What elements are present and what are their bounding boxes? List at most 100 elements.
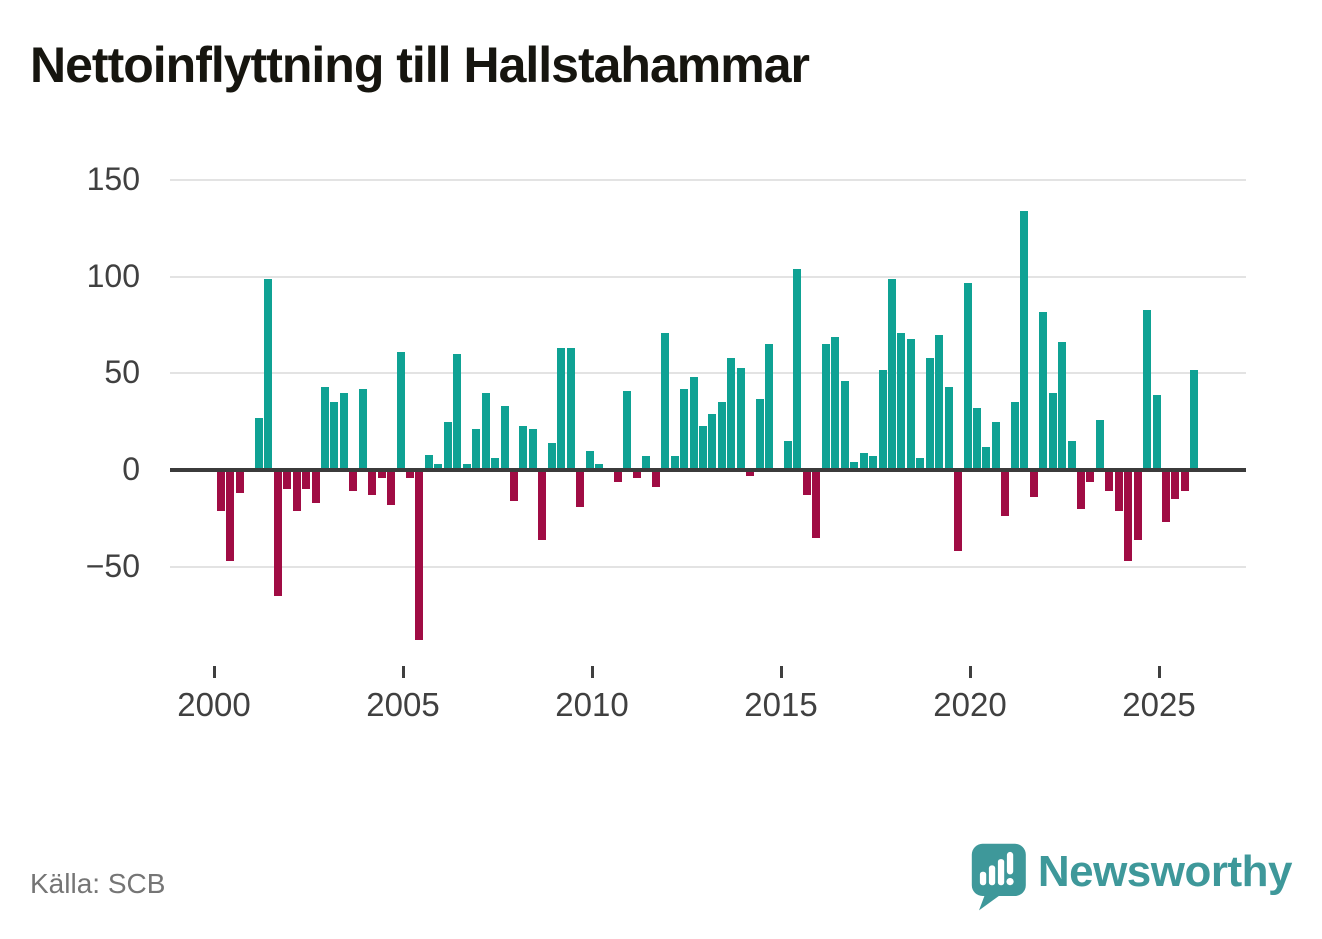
bar-2012Q3: [689, 377, 698, 470]
bar-2002Q1: [292, 470, 301, 511]
plot-area: 150 100 50 0 −50 2000 2005 2010 2015 2020 2025: [85, 161, 1246, 723]
bar-2009Q3: [576, 470, 585, 507]
bar-2011Q2: [642, 456, 651, 470]
bar-2011Q4: [661, 332, 670, 470]
gridline-100: [170, 275, 1246, 278]
y-axis-label-150: 150: [86, 161, 140, 198]
bar-2023Q4: [1114, 470, 1123, 511]
gridline-150: [170, 179, 1246, 182]
bar-2017Q1: [859, 452, 868, 470]
bar-2009Q1: [557, 348, 566, 470]
bar-2021Q4: [1039, 311, 1048, 470]
bar-2013Q4: [736, 367, 745, 470]
bar-2001Q3: [273, 470, 282, 596]
bar-2018Q3: [916, 458, 925, 470]
bar-2007Q1: [481, 392, 490, 470]
x-axis-label-2020: 2020: [933, 686, 1007, 723]
bar-2016Q4: [850, 462, 859, 470]
bar-2005Q1: [406, 470, 414, 478]
bar-2024Q4: [1152, 394, 1161, 470]
logo-bar-3: [997, 859, 1005, 886]
bar-2012Q2: [680, 388, 689, 470]
bar-2001Q2: [264, 278, 273, 470]
x-tick-mark-2010: [590, 666, 594, 678]
bar-2006Q2: [453, 354, 462, 470]
bar-2001Q4: [283, 470, 292, 490]
bar-2015Q3: [802, 470, 811, 496]
bar-2023Q3: [1105, 470, 1114, 492]
bar-2005Q4: [434, 464, 443, 470]
bar-2019Q1: [935, 334, 944, 470]
bar-2021Q3: [1029, 470, 1038, 498]
logo-bar-1: [979, 871, 987, 886]
bar-2006Q1: [443, 421, 452, 470]
bar-2017Q2: [869, 456, 878, 470]
bar-2000Q1: [217, 470, 225, 511]
bar-2022Q2: [1058, 342, 1067, 470]
bar-2025Q1: [1162, 470, 1170, 523]
bar-2005Q2: [415, 470, 424, 641]
bar-2014Q1: [746, 470, 755, 476]
bar-2022Q4: [1076, 470, 1085, 509]
bar-2011Q3: [651, 470, 660, 488]
x-axis-label-2000: 2000: [177, 686, 251, 723]
bar-2008Q4: [547, 442, 556, 470]
bar-2020Q3: [991, 421, 1000, 470]
bar-2008Q2: [528, 429, 537, 470]
bar-2025Q4: [1190, 369, 1199, 470]
bar-2006Q4: [472, 429, 481, 470]
x-tick-mark-2025: [1157, 666, 1161, 678]
bar-2009Q4: [585, 450, 594, 470]
bar-2019Q3: [954, 470, 963, 552]
bar-2016Q1: [821, 344, 830, 470]
bar-2009Q2: [566, 348, 575, 470]
bar-2002Q2: [302, 470, 311, 490]
x-tick-mark-2000: [212, 666, 216, 678]
bar-2015Q2: [793, 269, 802, 470]
bar-2017Q4: [887, 278, 896, 470]
x-axis-label-2010: 2010: [555, 686, 629, 723]
bar-2004Q4: [396, 352, 405, 470]
bar-2016Q3: [840, 381, 849, 470]
x-axis-label-2005: 2005: [366, 686, 440, 723]
bar-2007Q4: [509, 470, 518, 501]
bar-2018Q1: [897, 332, 906, 470]
bar-2012Q1: [670, 456, 679, 470]
bar-2016Q2: [831, 336, 840, 470]
bar-2017Q3: [878, 369, 887, 470]
bar-2022Q3: [1067, 441, 1076, 470]
bar-2002Q3: [311, 470, 320, 503]
bar-2010Q4: [623, 390, 632, 470]
logo-exclamation-dot: [1006, 878, 1014, 886]
logo-exclamation-bar: [1006, 851, 1014, 875]
y-axis-label--50: −50: [85, 547, 140, 584]
gridline--50: [170, 565, 1246, 568]
bar-2003Q4: [358, 388, 367, 470]
bar-2010Q1: [595, 464, 603, 470]
bar-2024Q2: [1133, 470, 1142, 540]
bar-2018Q2: [906, 338, 915, 470]
source-note: Källa: SCB: [30, 868, 166, 899]
bar-2015Q4: [812, 470, 821, 538]
bar-2004Q2: [377, 470, 386, 478]
bar-2014Q3: [765, 344, 774, 470]
zero-line: [170, 468, 1246, 472]
bar-2018Q4: [925, 357, 934, 470]
bar-2008Q1: [519, 425, 528, 470]
bar-2025Q2: [1171, 470, 1180, 499]
bar-2008Q3: [538, 470, 547, 540]
bar-2006Q3: [462, 464, 471, 470]
bar-2002Q4: [320, 386, 329, 470]
bar-2004Q1: [368, 470, 377, 496]
y-axis-label-50: 50: [104, 354, 140, 391]
bar-2020Q2: [982, 446, 991, 470]
bar-2019Q4: [963, 282, 972, 470]
newsworthy-logo-icon: [971, 843, 1026, 911]
bar-2003Q1: [330, 402, 339, 470]
bar-2024Q3: [1143, 309, 1152, 470]
newsworthy-logo: Newsworthy: [968, 842, 1293, 914]
bar-2000Q2: [226, 470, 235, 561]
bar-2000Q3: [235, 470, 244, 494]
bar-2013Q3: [727, 357, 736, 470]
